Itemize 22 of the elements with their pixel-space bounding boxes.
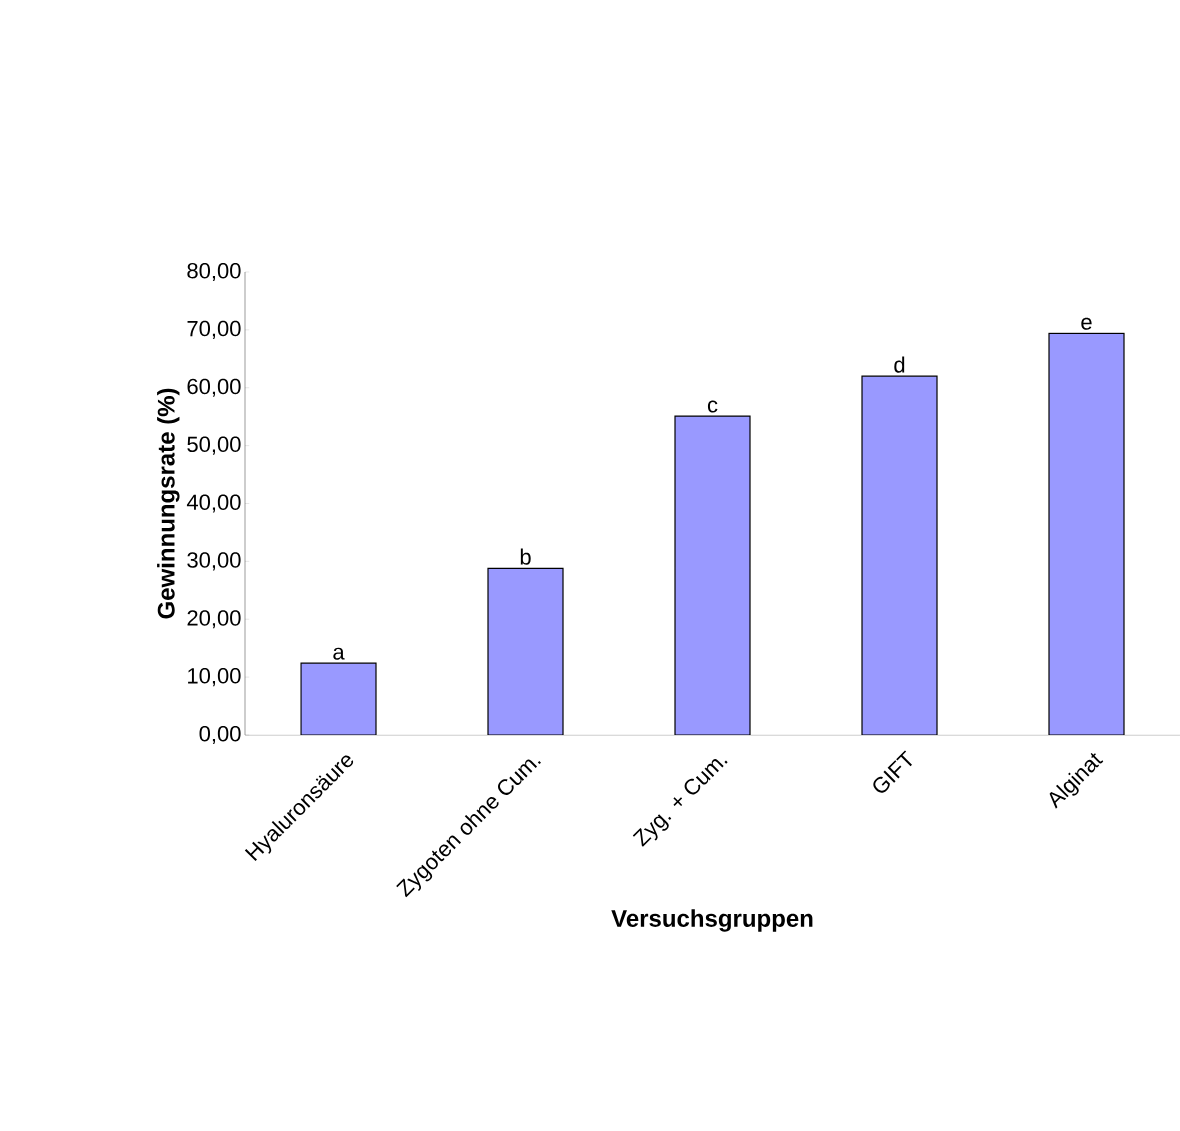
y-tick-label: 40,00 <box>186 494 241 513</box>
bar <box>300 662 377 735</box>
annotation: d <box>894 356 905 373</box>
y-tick-label: 50,00 <box>187 436 241 455</box>
annotation: a <box>333 647 345 660</box>
y-tick-label: 70,00 <box>187 320 241 339</box>
x-tick-label: Zyg. + Cum. <box>632 758 728 847</box>
bar <box>487 567 564 735</box>
annotation: b <box>520 548 531 565</box>
y-tick-label: 20,00 <box>187 610 241 629</box>
y-tick-label: 60,00 <box>187 378 241 397</box>
x-axis-title: Versuchsgruppen <box>611 909 813 932</box>
annotation: e <box>1081 317 1092 330</box>
y-tick-label: 30,00 <box>187 552 241 571</box>
annotation: c <box>707 400 718 413</box>
y-tick-label: 10,00 <box>188 668 241 687</box>
y-tick-label: 80,00 <box>187 262 241 282</box>
bar <box>1048 332 1125 735</box>
y-axis-title: Gewinnungsrate (%) <box>157 388 180 619</box>
bar <box>861 375 938 735</box>
bar <box>674 415 751 735</box>
y-tick-label: 0,00 <box>199 725 241 745</box>
